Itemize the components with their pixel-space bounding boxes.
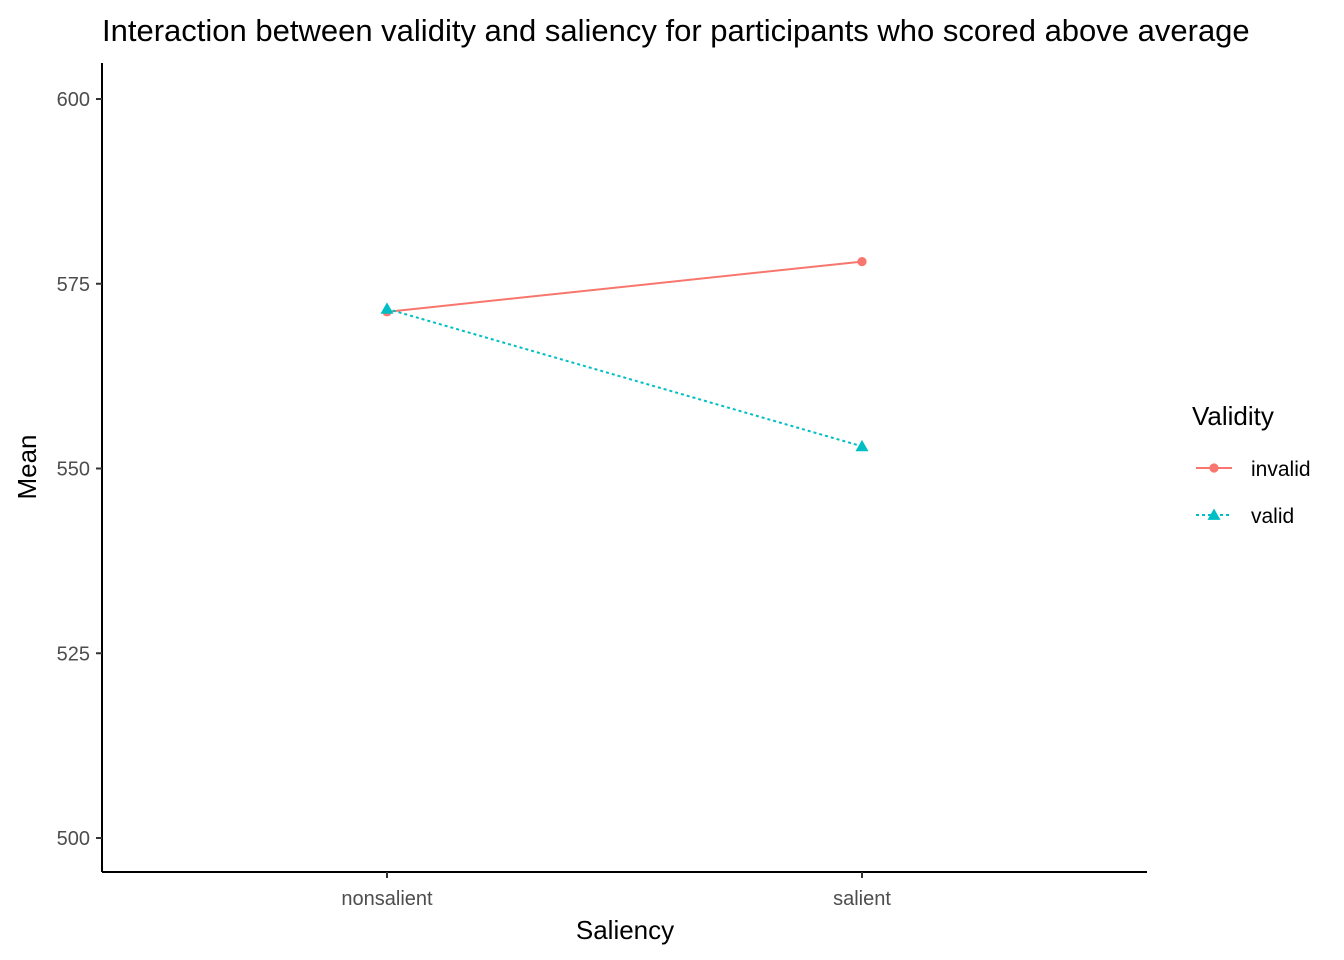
y-tick-label: 600 [57,89,90,111]
series-valid [380,302,869,452]
y-tick-label: 550 [57,459,90,481]
y-axis: 500 525 550 575 600 [57,63,103,872]
data-point-invalid-salient [857,256,867,267]
legend-title: Validity [1192,401,1274,431]
legend-items: invalid valid [1196,458,1311,528]
y-axis-title: Mean [12,434,42,499]
x-axis-title: Saliency [576,915,674,945]
data-point-valid-salient [855,439,869,452]
x-tick-label: salient [833,888,891,910]
legend-item-invalid: invalid [1196,458,1311,481]
series-layer [380,256,869,452]
legend-item-valid: valid [1196,505,1294,528]
y-tick-label: 575 [57,274,90,296]
legend-key-marker [1207,508,1221,520]
legend: Validity invalid valid [1192,401,1311,528]
x-axis: nonsalient salient [102,871,1147,910]
series-invalid [382,256,867,317]
legend-key-marker [1209,463,1219,473]
legend-label: valid [1251,505,1294,528]
x-tick-label: nonsalient [341,888,433,910]
y-tick-label: 500 [57,828,90,850]
data-point-valid-nonsalient [380,302,394,314]
legend-label: invalid [1251,458,1311,481]
chart-title: Interaction between validity and salienc… [102,13,1250,48]
y-tick-label: 525 [57,643,90,665]
series-line-invalid [386,260,863,313]
series-line-valid [386,307,863,448]
